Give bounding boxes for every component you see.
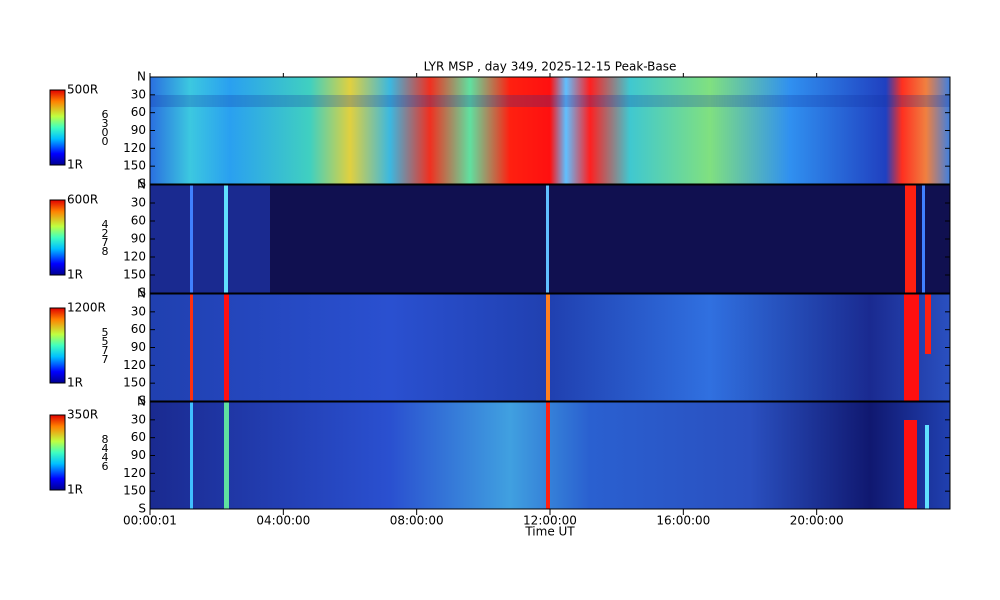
panel-stripe [922,185,925,293]
channel-label: 6300 [101,108,109,148]
y-tick-label: 150 [123,484,146,498]
panel-stripe [925,425,929,509]
panel-image [150,185,950,293]
colorbar [49,414,66,491]
y-tick-label: S [138,502,146,516]
colorbar [49,307,66,384]
panel-stripe [904,294,919,401]
y-tick-label: 120 [123,250,146,264]
colorbar-label: 350R [67,408,98,422]
y-tick-label: 30 [131,196,146,210]
y-tick-label: S [138,394,146,408]
y-tick-label: 30 [131,412,146,426]
y-tick-label: N [137,178,146,192]
colorbar-label: 1200R [67,301,106,315]
colorbar [49,89,66,166]
x-tick-label: 04:00:00 [256,514,310,528]
channel-label: 8446 [101,433,109,473]
y-tick-label: 120 [123,141,146,155]
colorbar-label: 1R [67,158,83,172]
y-tick-label: N [137,70,146,84]
colorbar-label: 500R [67,83,98,97]
y-tick-label: 150 [123,268,146,282]
x-tick-label: 00:00:01 [123,514,177,528]
y-tick-label: 60 [131,322,146,336]
channel-label: 5577 [101,326,109,366]
chart-title: LYR MSP , day 349, 2025-12-15 Peak-Base [424,60,677,74]
panel-stripe [190,294,193,401]
y-tick-label: N [137,287,146,301]
y-tick-label: 60 [131,105,146,119]
panel-stripe [190,402,193,509]
x-tick-label: 20:00:00 [790,514,844,528]
y-tick-label: 150 [123,376,146,390]
panel-stripe [925,294,931,354]
colorbar-label: 1R [67,268,83,282]
panel-stripe [190,185,193,293]
y-tick-label: S [138,286,146,300]
panel-stripe [546,185,549,293]
panel-band [150,185,270,293]
panel-stripe [224,185,228,293]
x-axis-label: Time UT [524,525,575,539]
panel-stripe [905,185,916,293]
channel-label: 4278 [101,218,109,258]
colorbar-label: 600R [67,193,98,207]
panel-band [150,95,950,107]
y-tick-label: N [137,395,146,409]
y-tick-label: 90 [131,232,146,246]
y-tick-label: 90 [131,123,146,137]
colorbar-label: 1R [67,376,83,390]
y-tick-label: S [138,177,146,191]
y-tick-label: 150 [123,159,146,173]
y-tick-label: 120 [123,358,146,372]
y-tick-label: 90 [131,448,146,462]
colorbar-label: 1R [67,483,83,497]
y-tick-label: 90 [131,340,146,354]
panel-stripe [546,294,550,401]
panel-image [150,77,950,184]
y-tick-label: 30 [131,304,146,318]
panel-stripe [224,294,229,401]
x-tick-label: 12:00:00 [523,514,577,528]
x-tick-label: 16:00:00 [656,514,710,528]
y-tick-label: 60 [131,430,146,444]
x-tick-label: 08:00:00 [390,514,444,528]
y-tick-label: 60 [131,214,146,228]
panel-stripe [904,420,917,509]
y-tick-label: 120 [123,466,146,480]
colorbar [49,199,66,276]
panel-stripe [546,402,550,509]
panel-stripe [224,402,229,509]
y-tick-label: 30 [131,87,146,101]
